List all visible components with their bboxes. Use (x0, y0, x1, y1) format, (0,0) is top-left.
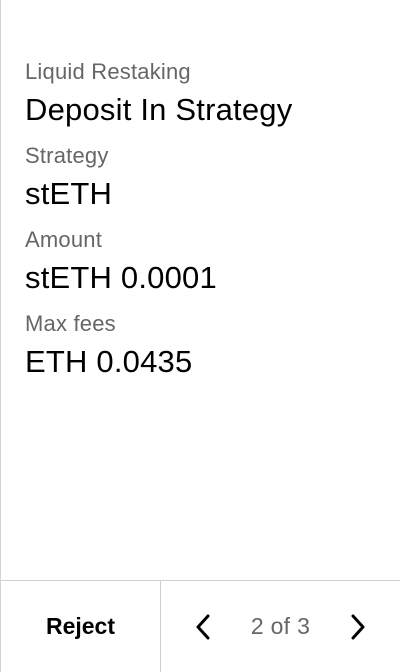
field-label: Liquid Restaking (25, 59, 191, 84)
field-liquid-restaking: Liquid Restaking Deposit In Strategy (25, 58, 384, 130)
field-strategy: Strategy stETH (25, 142, 384, 214)
page-indicator: 2 of 3 (250, 613, 311, 639)
field-value: Deposit In Strategy (25, 92, 293, 127)
field-value: stETH (25, 176, 113, 211)
next-page-button[interactable] (344, 607, 372, 647)
previous-page-button[interactable] (189, 607, 217, 647)
field-amount: Amount stETH 0.0001 (25, 226, 384, 298)
transaction-details: Liquid Restaking Deposit In Strategy Str… (25, 58, 384, 394)
field-label: Amount (25, 227, 103, 252)
field-value: stETH 0.0001 (25, 260, 217, 295)
field-label: Strategy (25, 143, 109, 168)
action-footer: Reject 2 of 3 (1, 580, 400, 672)
pagination: 2 of 3 (161, 581, 400, 672)
field-max-fees: Max fees ETH 0.0435 (25, 310, 384, 382)
field-label: Max fees (25, 311, 116, 336)
chevron-right-icon (351, 614, 365, 639)
chevron-left-icon (196, 614, 210, 639)
field-value: ETH 0.0435 (25, 344, 193, 379)
reject-button[interactable]: Reject (1, 581, 161, 672)
